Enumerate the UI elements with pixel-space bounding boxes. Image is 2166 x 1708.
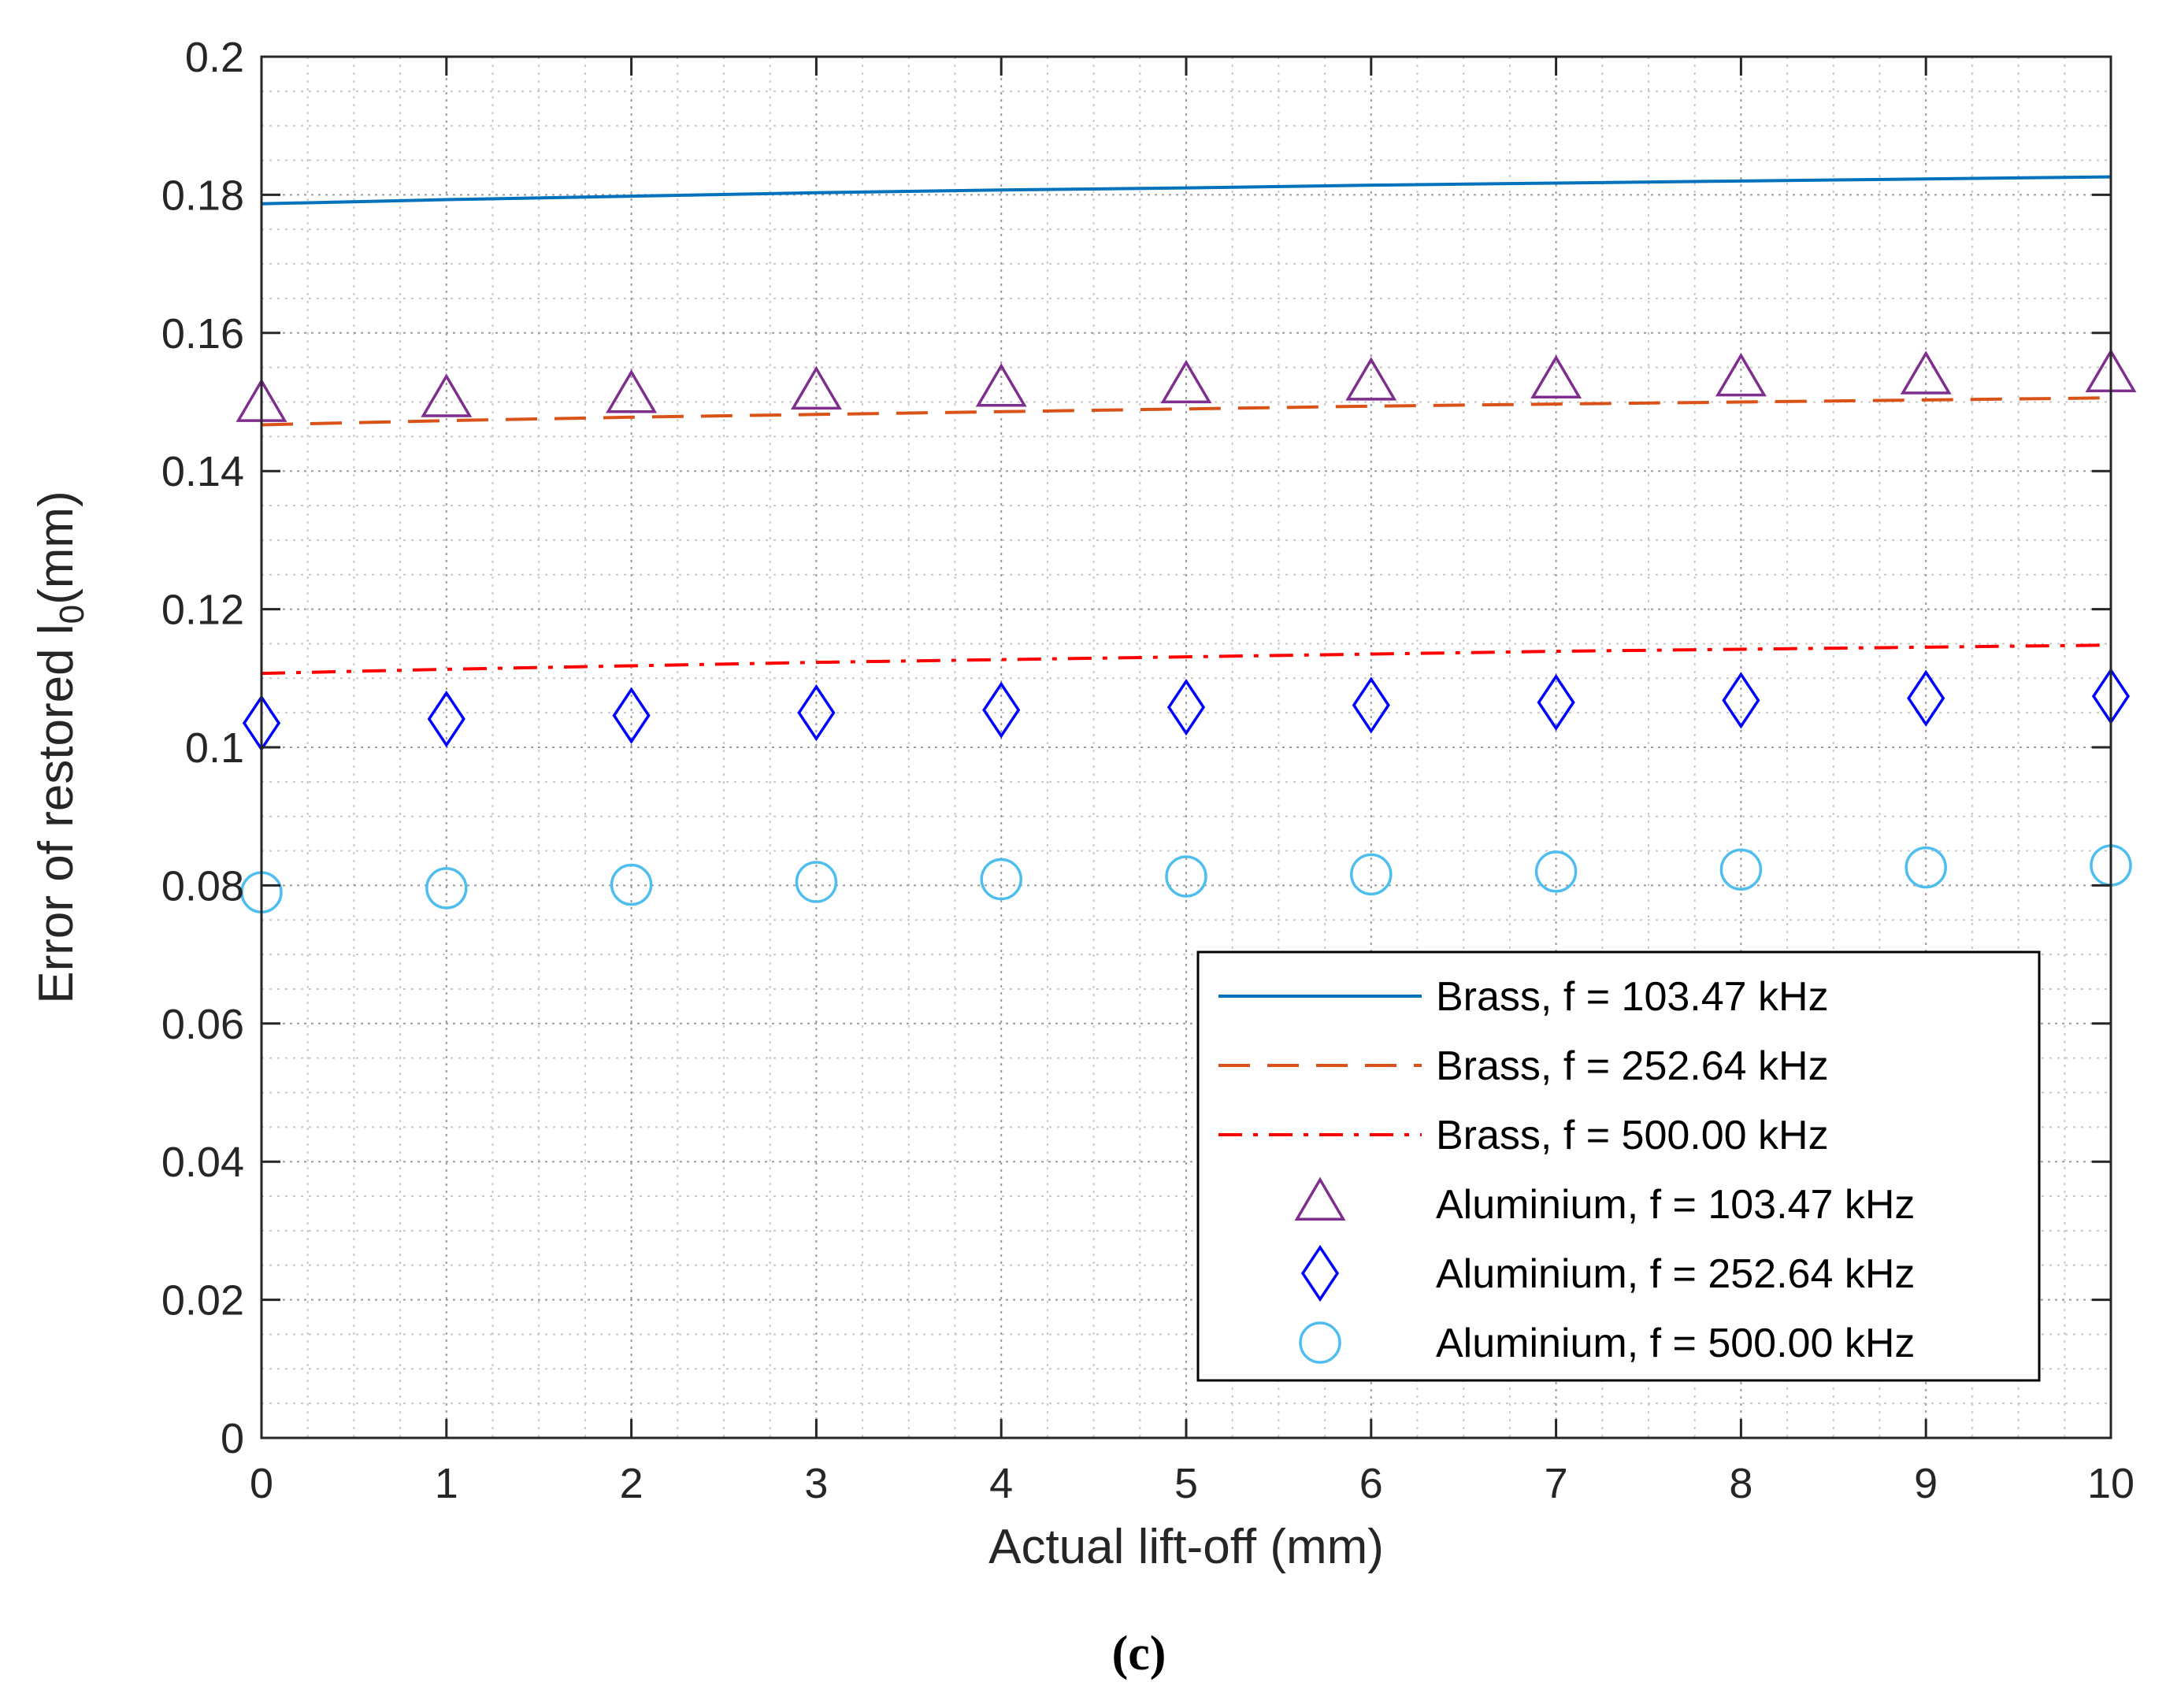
x-tick-label: 3 (804, 1460, 828, 1507)
y-tick-label: 0.06 (161, 1001, 244, 1048)
legend-swatch-diamond (1300, 1244, 1340, 1302)
data-point-triangle (1900, 350, 1952, 395)
data-point-triangle (1160, 359, 1212, 404)
data-point-diamond (797, 684, 836, 742)
y-axis-label-prefix: Error of restored (29, 635, 83, 1004)
legend-swatch-circle (1299, 1321, 1341, 1364)
data-point-diamond (1907, 669, 1945, 727)
y-axis-label-symbol: l (29, 624, 83, 635)
legend-item: Brass, f = 252.64 kHz (1218, 1043, 1829, 1089)
y-tick-label: 0.12 (161, 587, 244, 634)
x-tick-label: 7 (1545, 1460, 1568, 1507)
y-tick-label: 0.1 (185, 724, 244, 772)
legend-item: Aluminium, f = 252.64 kHz (1300, 1244, 1915, 1302)
data-point-diamond (427, 690, 465, 748)
y-tick-label: 0.04 (161, 1139, 244, 1186)
data-point-circle (980, 858, 1022, 901)
data-point-triangle (790, 365, 842, 410)
data-point-triangle (1530, 354, 1582, 399)
x-axis-label: Actual lift-off (mm) (988, 1520, 1384, 1574)
y-tick-label: 0.02 (161, 1277, 244, 1325)
series-3 (261, 643, 2112, 676)
x-tick-label: 5 (1174, 1460, 1198, 1507)
data-point-triangle (1345, 357, 1397, 401)
data-point-triangle (606, 369, 658, 413)
legend-label: Brass, f = 103.47 kHz (1436, 974, 1829, 1020)
data-point-circle (795, 861, 838, 903)
series-1 (261, 175, 2112, 206)
axis-ticks (260, 55, 2112, 1439)
legend-label: Aluminium, f = 500.00 kHz (1436, 1321, 1915, 1366)
series-4 (236, 348, 2137, 422)
legend-item: Brass, f = 500.00 kHz (1218, 1113, 1829, 1158)
data-point-diamond (612, 687, 651, 744)
x-tick-label: 1 (435, 1460, 458, 1507)
x-tick-label: 0 (250, 1460, 273, 1507)
data-point-diamond (1537, 673, 1575, 732)
series-5 (242, 667, 2131, 752)
series-line (261, 396, 2112, 427)
data-point-triangle (975, 363, 1027, 407)
series-line (261, 643, 2112, 676)
figure-caption: (c) (1112, 1627, 1166, 1680)
data-point-circle (1905, 846, 1947, 889)
y-tick-label: 0.18 (161, 172, 244, 219)
legend-item: Aluminium, f = 500.00 kHz (1299, 1321, 1915, 1366)
legend-label: Aluminium, f = 252.64 kHz (1436, 1251, 1915, 1297)
data-point-triangle (1715, 352, 1767, 397)
y-tick-label: 0.16 (161, 310, 244, 358)
data-point-circle (1534, 850, 1578, 893)
series-2 (261, 396, 2112, 427)
x-tick-label: 8 (1729, 1460, 1752, 1507)
data-point-circle (1350, 853, 1393, 896)
legend-item: Aluminium, f = 103.47 kHz (1294, 1176, 1915, 1228)
x-tick-label: 2 (620, 1460, 643, 1507)
y-tick-label: 0.14 (161, 448, 244, 495)
data-point-diamond (1352, 676, 1390, 734)
y-axis-label-suffix: (mm) (29, 491, 83, 605)
series-group (236, 175, 2137, 913)
data-point-circle (1165, 855, 1207, 898)
data-point-diamond (1722, 672, 1760, 729)
y-tick-label: 0.2 (185, 34, 244, 81)
y-axis-label-subscript: 0 (53, 605, 91, 624)
series-line (261, 175, 2112, 206)
y-tick-label: 0 (221, 1415, 244, 1462)
data-point-circle (610, 863, 653, 906)
legend: Brass, f = 103.47 kHz Brass, f = 252.64 k… (1196, 950, 2041, 1382)
data-point-diamond (982, 681, 1021, 739)
y-axis-label: Error of restored l0(mm) (29, 491, 91, 1003)
legend-label: Aluminium, f = 103.47 kHz (1436, 1182, 1915, 1228)
x-tick-label: 9 (1914, 1460, 1938, 1507)
data-point-triangle (421, 373, 473, 417)
x-tick-labels: 0 1 2 3 4 5 6 7 8 9 10 (250, 1460, 2134, 1507)
y-tick-labels: 0 0.02 0.04 0.06 0.08 0.1 0.12 0.14 0.16 0.18 0.2 (161, 34, 244, 1462)
legend-box (1196, 950, 2041, 1382)
legend-swatch-triangle (1294, 1176, 1346, 1221)
data-point-circle (425, 867, 468, 910)
data-point-diamond (1166, 678, 1206, 736)
series-6 (240, 844, 2132, 913)
x-tick-label: 6 (1359, 1460, 1383, 1507)
x-tick-label: 4 (989, 1460, 1013, 1507)
legend-label: Brass, f = 500.00 kHz (1436, 1113, 1829, 1158)
x-tick-label: 10 (2087, 1460, 2134, 1507)
y-tick-label: 0.08 (161, 862, 244, 910)
legend-item: Brass, f = 103.47 kHz (1218, 974, 1829, 1020)
data-point-circle (1719, 848, 1763, 891)
legend-label: Brass, f = 252.64 kHz (1436, 1043, 1829, 1089)
